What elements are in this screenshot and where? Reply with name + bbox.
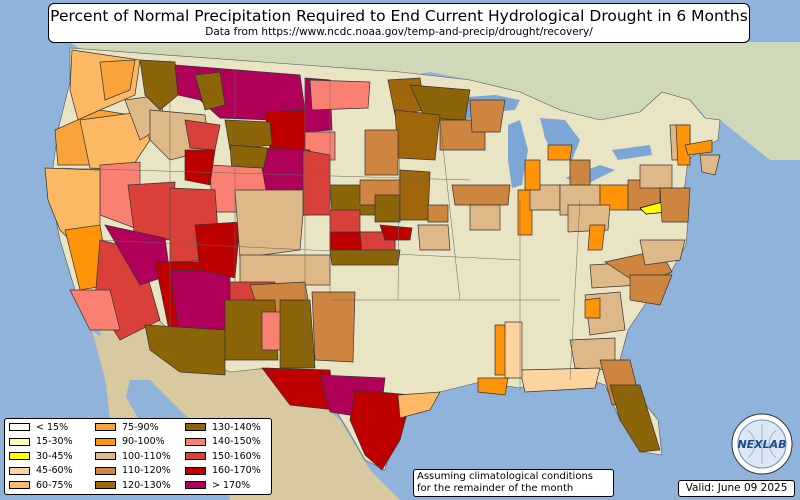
legend-item: 30-45% xyxy=(9,450,73,462)
legend-label: 75-90% xyxy=(122,421,159,433)
legend-label: 60-75% xyxy=(36,479,73,491)
assumption-note: Assuming climatological conditions for t… xyxy=(413,469,614,497)
legend-item: 90-100% xyxy=(95,436,165,448)
legend-item: 60-75% xyxy=(9,479,73,491)
note-line-1: Assuming climatological conditions xyxy=(417,471,593,482)
nexlab-globe-logo xyxy=(731,413,793,475)
map-title: Percent of Normal Precipitation Required… xyxy=(50,7,748,25)
legend-swatch xyxy=(185,452,206,460)
legend-swatch xyxy=(9,437,30,446)
legend-swatch xyxy=(95,452,116,460)
map-subtitle: Data from https://www.ncdc.noaa.gov/temp… xyxy=(205,26,593,38)
legend-swatch xyxy=(185,437,206,446)
legend-item: 160-170% xyxy=(185,465,261,477)
legend-swatch xyxy=(95,423,116,431)
drought-regions xyxy=(44,49,721,471)
legend-item: > 170% xyxy=(185,479,250,491)
legend-item: 15-30% xyxy=(9,436,73,448)
legend-item: 45-60% xyxy=(9,465,73,477)
lake-ontario xyxy=(612,145,652,160)
legend-swatch xyxy=(95,481,116,489)
legend-label: 90-100% xyxy=(122,436,165,447)
legend-swatch xyxy=(9,452,30,460)
legend-label: 110-120% xyxy=(122,465,171,476)
legend-label: 140-150% xyxy=(212,436,261,447)
legend-label: 150-160% xyxy=(212,450,261,462)
legend-label: 15-30% xyxy=(36,436,73,447)
lake-michigan xyxy=(508,120,528,188)
legend-item: 110-120% xyxy=(95,465,171,477)
state-borders xyxy=(59,60,581,390)
legend-swatch xyxy=(185,466,206,475)
legend-label: 160-170% xyxy=(212,465,261,476)
legend-swatch xyxy=(185,423,206,431)
legend-item: < 15% xyxy=(9,421,68,433)
note-line-2: for the remainder of the month xyxy=(417,483,574,494)
legend-item: 75-90% xyxy=(95,421,159,433)
legend-label: 30-45% xyxy=(36,450,73,462)
legend-item: 150-160% xyxy=(185,450,261,462)
legend-label: 130-140% xyxy=(212,421,261,433)
legend-label: 45-60% xyxy=(36,465,73,476)
legend-item: 120-130% xyxy=(95,479,171,491)
legend-swatch xyxy=(9,423,30,431)
legend-label: > 170% xyxy=(212,479,251,491)
legend-swatch xyxy=(185,481,206,489)
legend: < 15% 15-30% 30-45% 45-60% 60-75% 75-90% 90-10… xyxy=(4,418,272,495)
legend-swatch xyxy=(95,437,116,446)
legend-item: 140-150% xyxy=(185,436,261,448)
legend-label: 120-130% xyxy=(122,479,171,491)
legend-swatch xyxy=(9,481,30,489)
legend-item: 130-140% xyxy=(185,421,261,433)
valid-date: Valid: June 09 2025 xyxy=(678,480,795,497)
legend-swatch xyxy=(9,466,30,475)
legend-swatch xyxy=(95,466,116,475)
logo-text: NEXLAB xyxy=(737,438,786,451)
canada xyxy=(70,42,800,160)
legend-label: 100-110% xyxy=(122,450,171,462)
legend-item: 100-110% xyxy=(95,450,171,462)
title-box: Percent of Normal Precipitation Required… xyxy=(48,3,750,43)
legend-label: < 15% xyxy=(36,421,69,433)
